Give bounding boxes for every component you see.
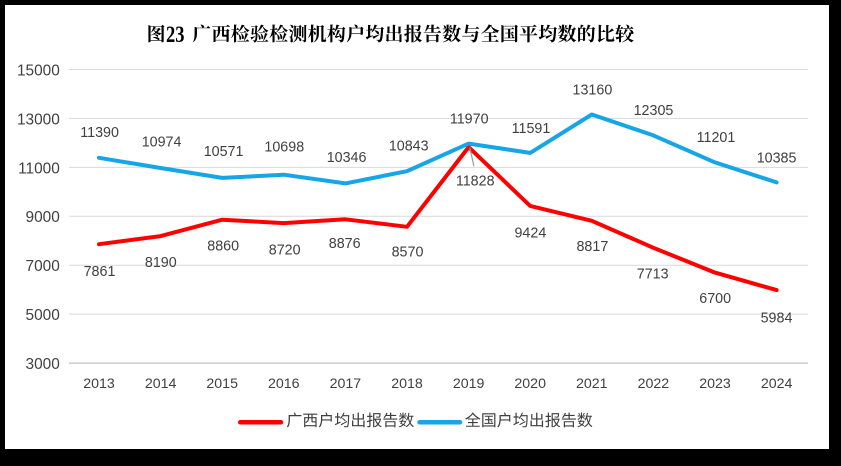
svg-text:2017: 2017	[330, 376, 362, 392]
svg-text:2020: 2020	[514, 376, 546, 392]
svg-text:8570: 8570	[392, 245, 424, 261]
svg-text:2019: 2019	[453, 376, 485, 392]
svg-text:6700: 6700	[699, 291, 731, 307]
svg-text:2013: 2013	[83, 376, 115, 392]
svg-text:13000: 13000	[17, 111, 60, 128]
svg-text:7861: 7861	[84, 264, 116, 280]
svg-text:7713: 7713	[637, 267, 669, 283]
svg-text:8817: 8817	[576, 239, 608, 255]
svg-text:5000: 5000	[26, 307, 60, 324]
svg-text:11970: 11970	[450, 111, 489, 127]
svg-text:15000: 15000	[17, 62, 60, 79]
svg-text:2014: 2014	[145, 376, 177, 392]
svg-text:7000: 7000	[26, 258, 60, 275]
svg-text:9424: 9424	[514, 226, 546, 242]
svg-text:8190: 8190	[145, 255, 177, 271]
svg-text:2018: 2018	[391, 376, 423, 392]
svg-text:10346: 10346	[327, 150, 367, 166]
svg-text:10974: 10974	[142, 135, 182, 151]
svg-text:2015: 2015	[206, 376, 238, 392]
svg-text:8860: 8860	[207, 239, 239, 255]
svg-text:13160: 13160	[573, 82, 613, 98]
svg-text:2022: 2022	[638, 376, 670, 392]
svg-text:9000: 9000	[26, 209, 60, 226]
svg-text:10571: 10571	[204, 144, 244, 160]
svg-text:11828: 11828	[456, 174, 495, 190]
svg-text:11201: 11201	[697, 130, 736, 146]
svg-text:2024: 2024	[761, 376, 793, 392]
svg-text:8876: 8876	[329, 236, 361, 252]
svg-text:5984: 5984	[761, 310, 793, 326]
svg-text:8720: 8720	[269, 242, 301, 258]
svg-text:10698: 10698	[264, 139, 304, 155]
svg-text:10843: 10843	[389, 139, 429, 155]
svg-text:12305: 12305	[634, 103, 674, 119]
svg-text:11000: 11000	[18, 160, 60, 177]
svg-text:11591: 11591	[512, 121, 551, 137]
svg-text:2021: 2021	[576, 376, 608, 392]
svg-text:2023: 2023	[699, 376, 731, 392]
svg-text:10385: 10385	[757, 151, 797, 167]
svg-text:23: 23	[166, 22, 185, 47]
svg-text:3000: 3000	[26, 356, 60, 373]
svg-text:11390: 11390	[80, 125, 119, 141]
svg-text:2016: 2016	[268, 376, 300, 392]
